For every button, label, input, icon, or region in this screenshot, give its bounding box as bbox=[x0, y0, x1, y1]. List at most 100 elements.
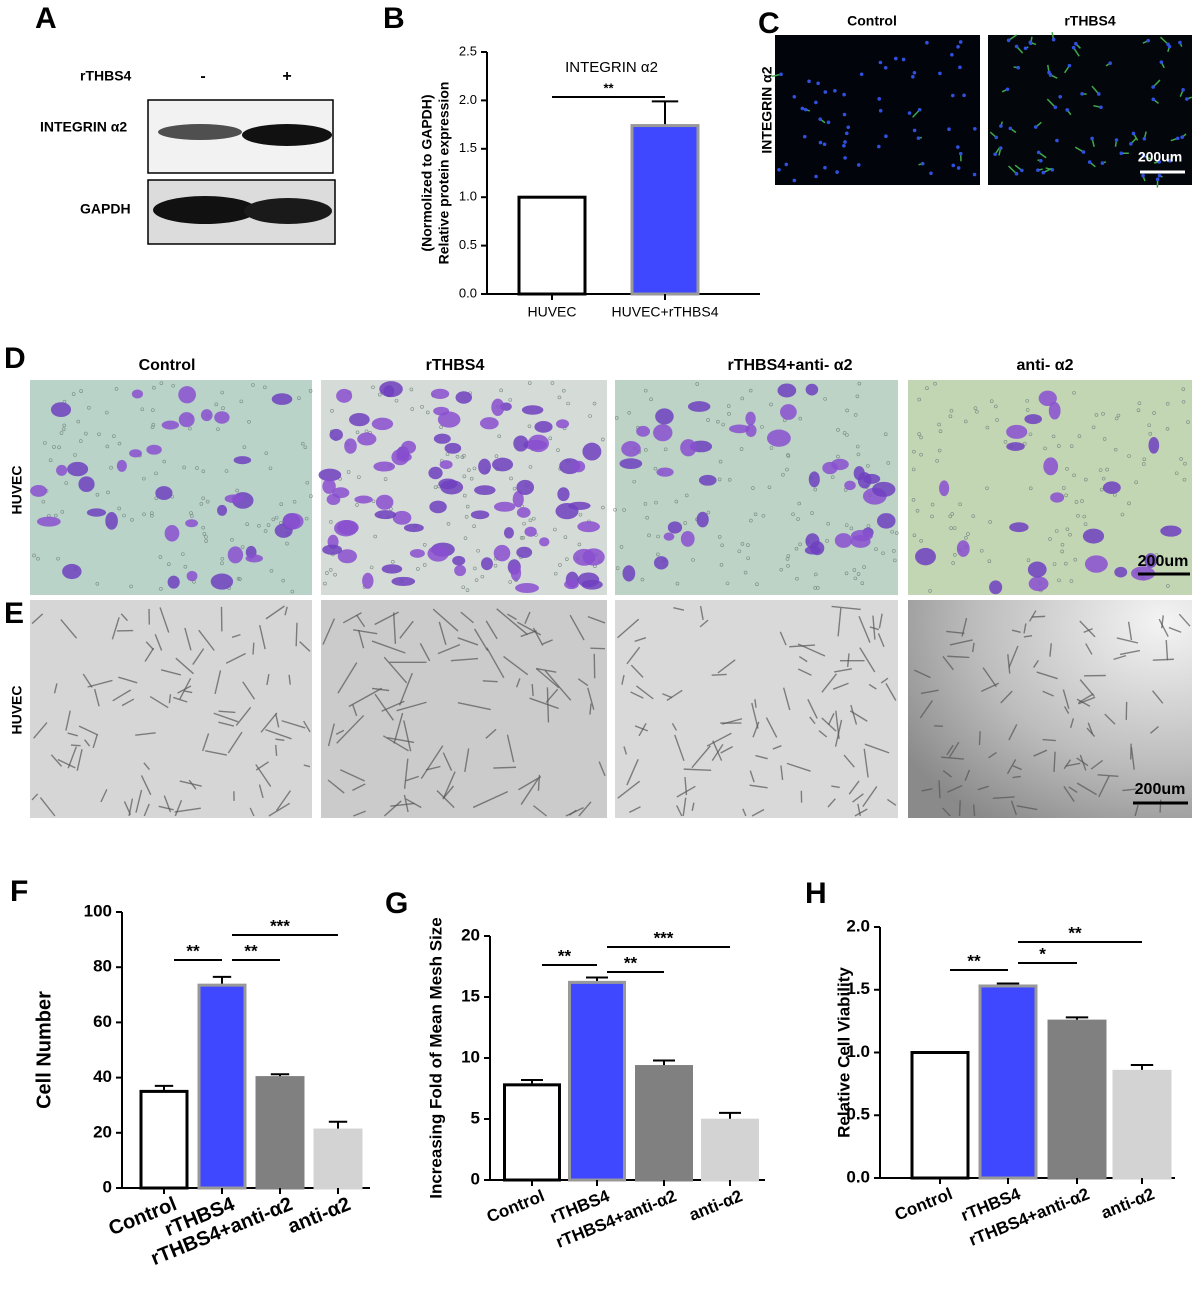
tube bbox=[671, 722, 678, 731]
tube bbox=[425, 765, 441, 771]
tube bbox=[284, 606, 288, 616]
pore bbox=[183, 564, 188, 569]
pore bbox=[979, 548, 984, 553]
pore bbox=[675, 581, 680, 586]
tube bbox=[832, 682, 849, 690]
pore bbox=[247, 419, 251, 424]
pore bbox=[1054, 529, 1059, 533]
pore bbox=[740, 396, 745, 401]
cell bbox=[444, 442, 462, 454]
tube bbox=[295, 622, 298, 647]
pore bbox=[743, 570, 748, 575]
cell bbox=[516, 546, 533, 558]
pore bbox=[826, 521, 830, 526]
tube bbox=[143, 803, 150, 817]
pore bbox=[1080, 499, 1084, 503]
tube bbox=[353, 629, 378, 635]
pore bbox=[117, 506, 121, 511]
tube bbox=[255, 764, 272, 787]
scale-label: 200um bbox=[1135, 781, 1186, 798]
pore bbox=[663, 447, 668, 452]
cell bbox=[318, 468, 342, 482]
y-axis-label: (Normolized to GAPDH) bbox=[419, 94, 435, 251]
nucleus bbox=[1023, 46, 1028, 51]
cell bbox=[433, 433, 451, 444]
cell bbox=[1114, 566, 1128, 578]
tube bbox=[751, 702, 759, 729]
nucleus bbox=[925, 40, 929, 45]
nucleus bbox=[917, 107, 922, 112]
tube bbox=[782, 687, 791, 711]
cell bbox=[78, 476, 95, 493]
nucleus bbox=[777, 167, 781, 172]
cell bbox=[214, 411, 230, 424]
pore bbox=[279, 502, 284, 507]
pore bbox=[779, 567, 784, 572]
tube bbox=[1083, 628, 1093, 634]
tube bbox=[863, 748, 869, 778]
pore bbox=[761, 513, 766, 518]
tube bbox=[721, 718, 743, 725]
nucleus bbox=[998, 146, 1003, 150]
tube bbox=[184, 627, 192, 651]
tube bbox=[112, 689, 132, 702]
tube bbox=[765, 717, 778, 738]
pore bbox=[1113, 447, 1118, 452]
tube bbox=[174, 800, 183, 817]
cell bbox=[1050, 492, 1065, 503]
cell bbox=[146, 444, 162, 455]
pore bbox=[1127, 454, 1131, 458]
pore bbox=[460, 455, 465, 459]
tube bbox=[437, 644, 461, 655]
pore bbox=[522, 521, 526, 526]
tube bbox=[506, 734, 515, 763]
nucleus bbox=[956, 44, 960, 49]
tube bbox=[751, 808, 765, 817]
cell bbox=[745, 411, 756, 426]
nucleus bbox=[956, 145, 960, 149]
pore bbox=[159, 587, 163, 591]
pore bbox=[1076, 513, 1080, 518]
tube bbox=[258, 784, 264, 798]
tube bbox=[868, 683, 877, 690]
tube bbox=[1069, 718, 1075, 729]
nucleus bbox=[822, 142, 827, 147]
pore bbox=[323, 581, 327, 586]
pore bbox=[855, 394, 860, 399]
pore bbox=[328, 568, 333, 572]
tube bbox=[174, 807, 201, 813]
pore bbox=[371, 499, 376, 504]
tube bbox=[82, 673, 93, 688]
nucleus bbox=[1014, 44, 1019, 49]
tube bbox=[218, 721, 235, 727]
significance-label: *** bbox=[654, 928, 674, 947]
pore bbox=[142, 512, 146, 517]
pore bbox=[64, 481, 69, 485]
pore bbox=[59, 431, 64, 435]
cell bbox=[283, 513, 304, 530]
nucleus bbox=[1141, 173, 1145, 178]
cell bbox=[480, 557, 493, 571]
pore bbox=[445, 452, 450, 457]
pore bbox=[422, 542, 427, 547]
tube bbox=[818, 730, 828, 738]
cell bbox=[245, 554, 264, 563]
tube bbox=[1042, 738, 1056, 742]
tube bbox=[1116, 637, 1139, 644]
nucleus bbox=[1074, 41, 1078, 46]
tube bbox=[213, 712, 239, 723]
cell bbox=[831, 458, 849, 471]
tube bbox=[958, 800, 961, 817]
pore bbox=[966, 532, 970, 536]
pore bbox=[1064, 493, 1068, 498]
tube bbox=[387, 737, 415, 744]
pore bbox=[557, 395, 562, 400]
pore bbox=[1114, 416, 1119, 421]
cell bbox=[655, 408, 674, 425]
tube bbox=[635, 685, 654, 700]
pore bbox=[230, 538, 234, 542]
cell bbox=[454, 564, 467, 577]
tube bbox=[1063, 785, 1075, 803]
pore bbox=[1166, 584, 1170, 588]
